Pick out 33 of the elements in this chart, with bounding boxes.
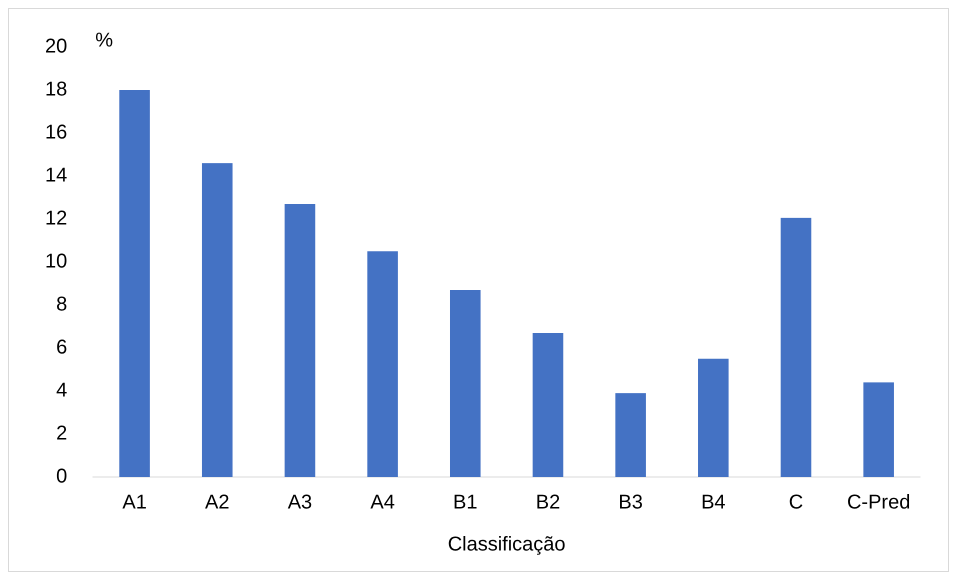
x-tick-label: B2 [536,492,560,514]
x-tick-label: B4 [701,492,726,514]
x-axis-title: Classificação [448,534,566,556]
y-tick-label: 12 [44,208,68,230]
y-tick-label: 20 [44,36,68,58]
y-tick-label: 14 [44,164,68,187]
bar [615,393,646,477]
y-tick-label: 0 [56,466,68,488]
bar [202,163,233,477]
y-tick-label: 2 [56,422,68,445]
x-tick-label: C-Pred [846,492,910,514]
y-tick-label: 6 [56,336,68,359]
y-tick-label: 4 [56,380,68,402]
bar [780,218,812,477]
bar [284,204,316,477]
x-tick-label: A4 [370,492,395,514]
bar [698,358,729,477]
bar [119,90,150,477]
x-tick-label: C [788,492,804,514]
x-tick-label: B1 [453,492,478,514]
bar [450,290,481,477]
y-tick-label: 10 [44,250,68,273]
x-tick-label: B3 [618,492,643,514]
bar [367,251,398,477]
y-tick-label: 16 [44,122,68,144]
x-tick-label: A2 [205,492,230,514]
bar [532,332,564,477]
y-tick-label: 18 [44,78,68,101]
y-tick-label: 8 [56,294,68,316]
x-tick-label: A1 [122,492,147,514]
x-tick-label: A3 [288,492,312,514]
y-axis-title: % [95,30,114,52]
bar [863,382,894,477]
